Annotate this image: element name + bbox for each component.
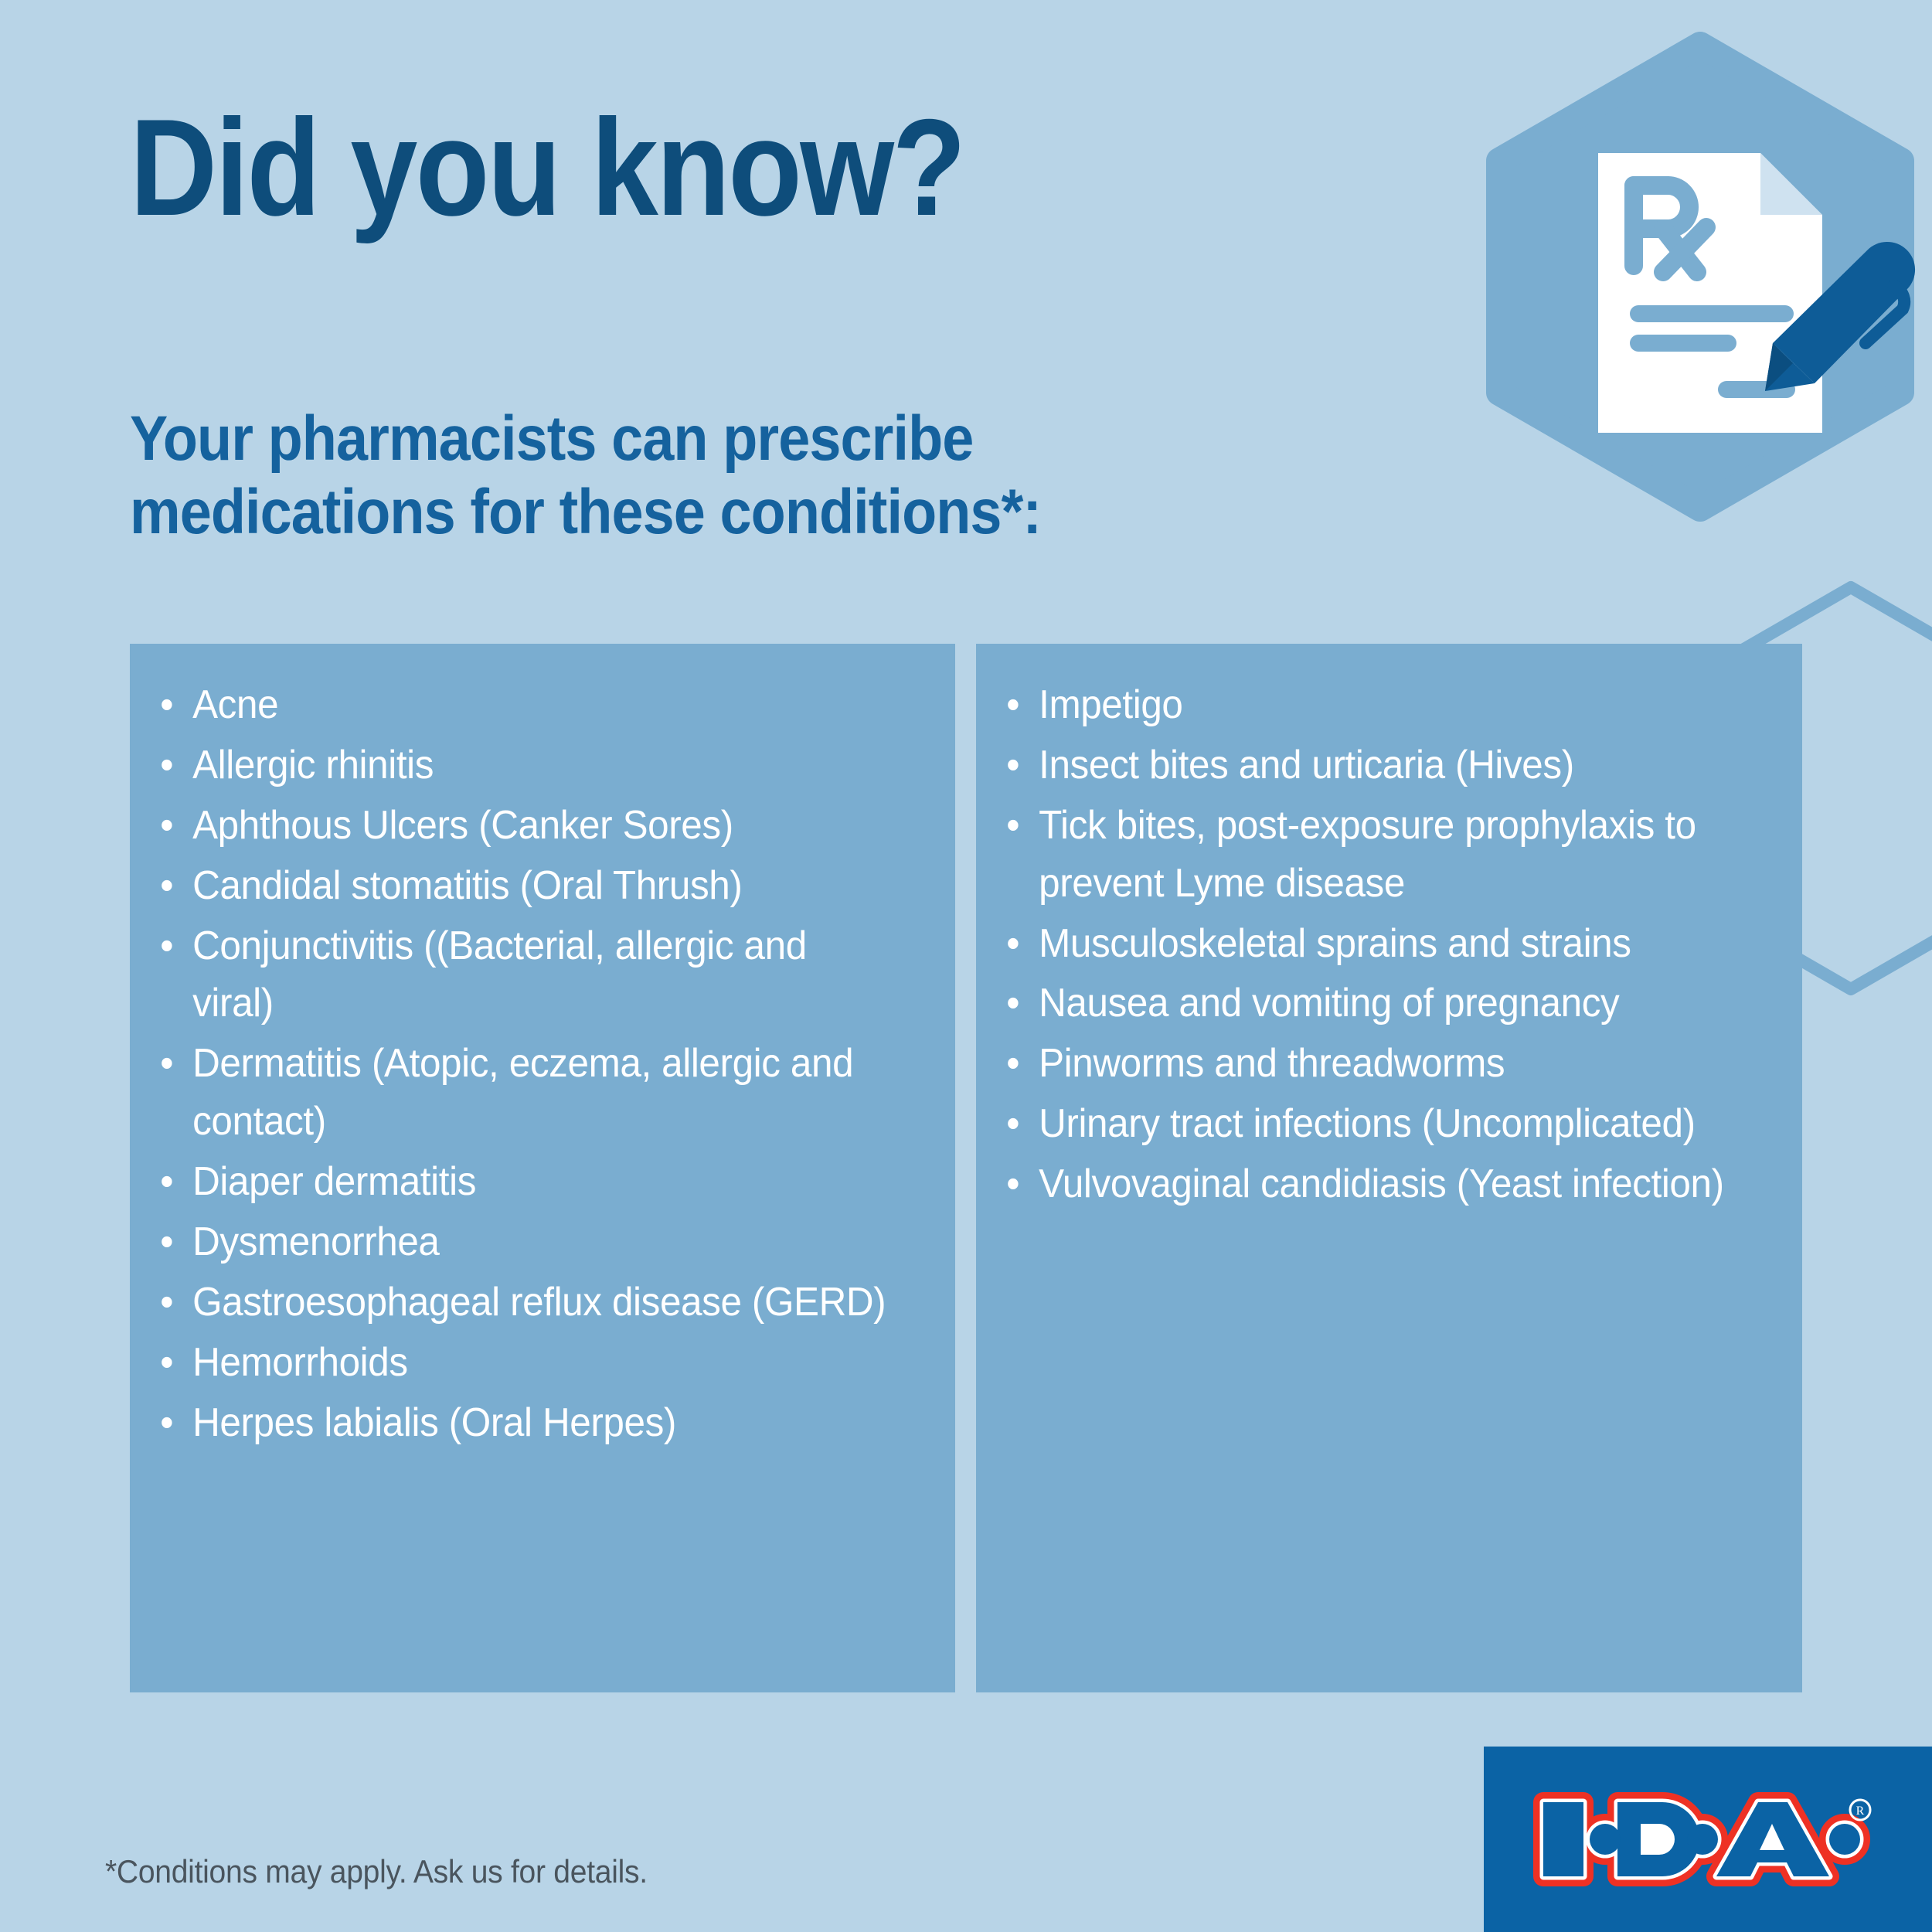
list-item-label: Allergic rhinitis xyxy=(192,742,434,787)
list-item: Conjunctivitis ((Bacterial, allergic and… xyxy=(150,917,896,1033)
list-item-label: Urinary tract infections (Uncomplicated) xyxy=(1039,1101,1696,1147)
bullet-icon xyxy=(160,797,198,855)
rx-prescription-icon xyxy=(1453,31,1932,618)
list-item-label: Insect bites and urticaria (Hives) xyxy=(1039,742,1574,787)
conditions-column-left: Acne Allergic rhinitis Aphthous Ulcers (Ca… xyxy=(130,644,955,1692)
list-item: Nausea and vomiting of pregnancy xyxy=(996,975,1743,1032)
ida-logo: R xyxy=(1484,1747,1932,1932)
document-fold-corner xyxy=(1760,153,1822,215)
bullet-icon xyxy=(160,857,198,915)
bullet-icon xyxy=(1006,736,1044,794)
bullet-icon xyxy=(160,736,198,794)
conditions-column-right: Impetigo Insect bites and urticaria (Hive… xyxy=(976,644,1802,1692)
list-item: Gastroesophageal reflux disease (GERD) xyxy=(150,1274,896,1332)
bullet-icon xyxy=(160,1274,198,1332)
list-item-label: Musculoskeletal sprains and strains xyxy=(1039,920,1631,966)
list-item-label: Candidal stomatitis (Oral Thrush) xyxy=(192,862,743,908)
list-item: Hemorrhoids xyxy=(150,1334,896,1392)
list-item: Dermatitis (Atopic, eczema, allergic and… xyxy=(150,1035,896,1151)
document-lines xyxy=(1630,305,1795,398)
bullet-icon xyxy=(1006,676,1044,734)
list-item-label: Gastroesophageal reflux disease (GERD) xyxy=(192,1279,886,1325)
bullet-icon xyxy=(160,1213,198,1271)
list-item-label: Pinworms and threadworms xyxy=(1039,1041,1505,1087)
list-item: Allergic rhinitis xyxy=(150,736,896,794)
list-item-label: Impetigo xyxy=(1039,682,1183,727)
bullet-icon xyxy=(160,1153,198,1211)
bullet-icon xyxy=(1006,1095,1044,1153)
list-item-label: Aphthous Ulcers (Canker Sores) xyxy=(192,802,733,848)
list-item: Diaper dermatitis xyxy=(150,1153,896,1211)
conditions-list-right: Impetigo Insect bites and urticaria (Hive… xyxy=(996,676,1782,1213)
list-item: Pinworms and threadworms xyxy=(996,1035,1743,1093)
bullet-icon xyxy=(1006,1035,1044,1093)
list-item: Tick bites, post-exposure prophylaxis to… xyxy=(996,797,1743,913)
bullet-icon xyxy=(160,676,198,734)
list-item: Herpes labialis (Oral Herpes) xyxy=(150,1394,896,1452)
list-item-label: Hemorrhoids xyxy=(192,1339,408,1385)
list-item: Aphthous Ulcers (Canker Sores) xyxy=(150,797,896,855)
list-item: Impetigo xyxy=(996,676,1743,734)
list-item-label: Herpes labialis (Oral Herpes) xyxy=(192,1400,677,1445)
list-item: Acne xyxy=(150,676,896,734)
page-subtitle: Your pharmacists can prescribe medicatio… xyxy=(130,403,1042,548)
bullet-icon xyxy=(160,917,198,975)
list-item: Insect bites and urticaria (Hives) xyxy=(996,736,1743,794)
svg-text:R: R xyxy=(1856,1804,1865,1818)
page-title: Did you know? xyxy=(130,90,966,244)
conditions-list-left: Acne Allergic rhinitis Aphthous Ulcers (Ca… xyxy=(150,676,935,1451)
list-item-label: Tick bites, post-exposure prophylaxis to… xyxy=(1039,802,1696,906)
list-item: Urinary tract infections (Uncomplicated) xyxy=(996,1095,1743,1153)
bullet-icon xyxy=(160,1035,198,1093)
list-item-label: Dermatitis (Atopic, eczema, allergic and… xyxy=(192,1041,854,1145)
list-item: Dysmenorrhea xyxy=(150,1213,896,1271)
rx-symbol xyxy=(1624,176,1716,281)
bullet-icon xyxy=(1006,1155,1044,1213)
footnote-text: *Conditions may apply. Ask us for detail… xyxy=(105,1853,648,1889)
list-item-label: Diaper dermatitis xyxy=(192,1159,477,1204)
bullet-icon xyxy=(160,1334,198,1392)
list-item: Musculoskeletal sprains and strains xyxy=(996,915,1743,973)
list-item-label: Vulvovaginal candidiasis (Yeast infectio… xyxy=(1039,1162,1724,1206)
pencil-icon xyxy=(1765,241,1916,391)
list-item: Candidal stomatitis (Oral Thrush) xyxy=(150,857,896,915)
bullet-icon xyxy=(1006,797,1044,855)
bullet-icon xyxy=(160,1394,198,1452)
bullet-icon xyxy=(1006,975,1044,1032)
bullet-icon xyxy=(1006,915,1044,973)
list-item-label: Nausea and vomiting of pregnancy xyxy=(1039,981,1620,1026)
ida-logo-mark xyxy=(1533,1792,1870,1886)
list-item-label: Dysmenorrhea xyxy=(192,1219,440,1264)
registered-trademark-icon: R xyxy=(1849,1798,1872,1821)
list-item-label: Acne xyxy=(192,682,279,727)
list-item-label: Conjunctivitis ((Bacterial, allergic and… xyxy=(192,923,807,1026)
list-item: Vulvovaginal candidiasis (Yeast infectio… xyxy=(996,1155,1743,1213)
